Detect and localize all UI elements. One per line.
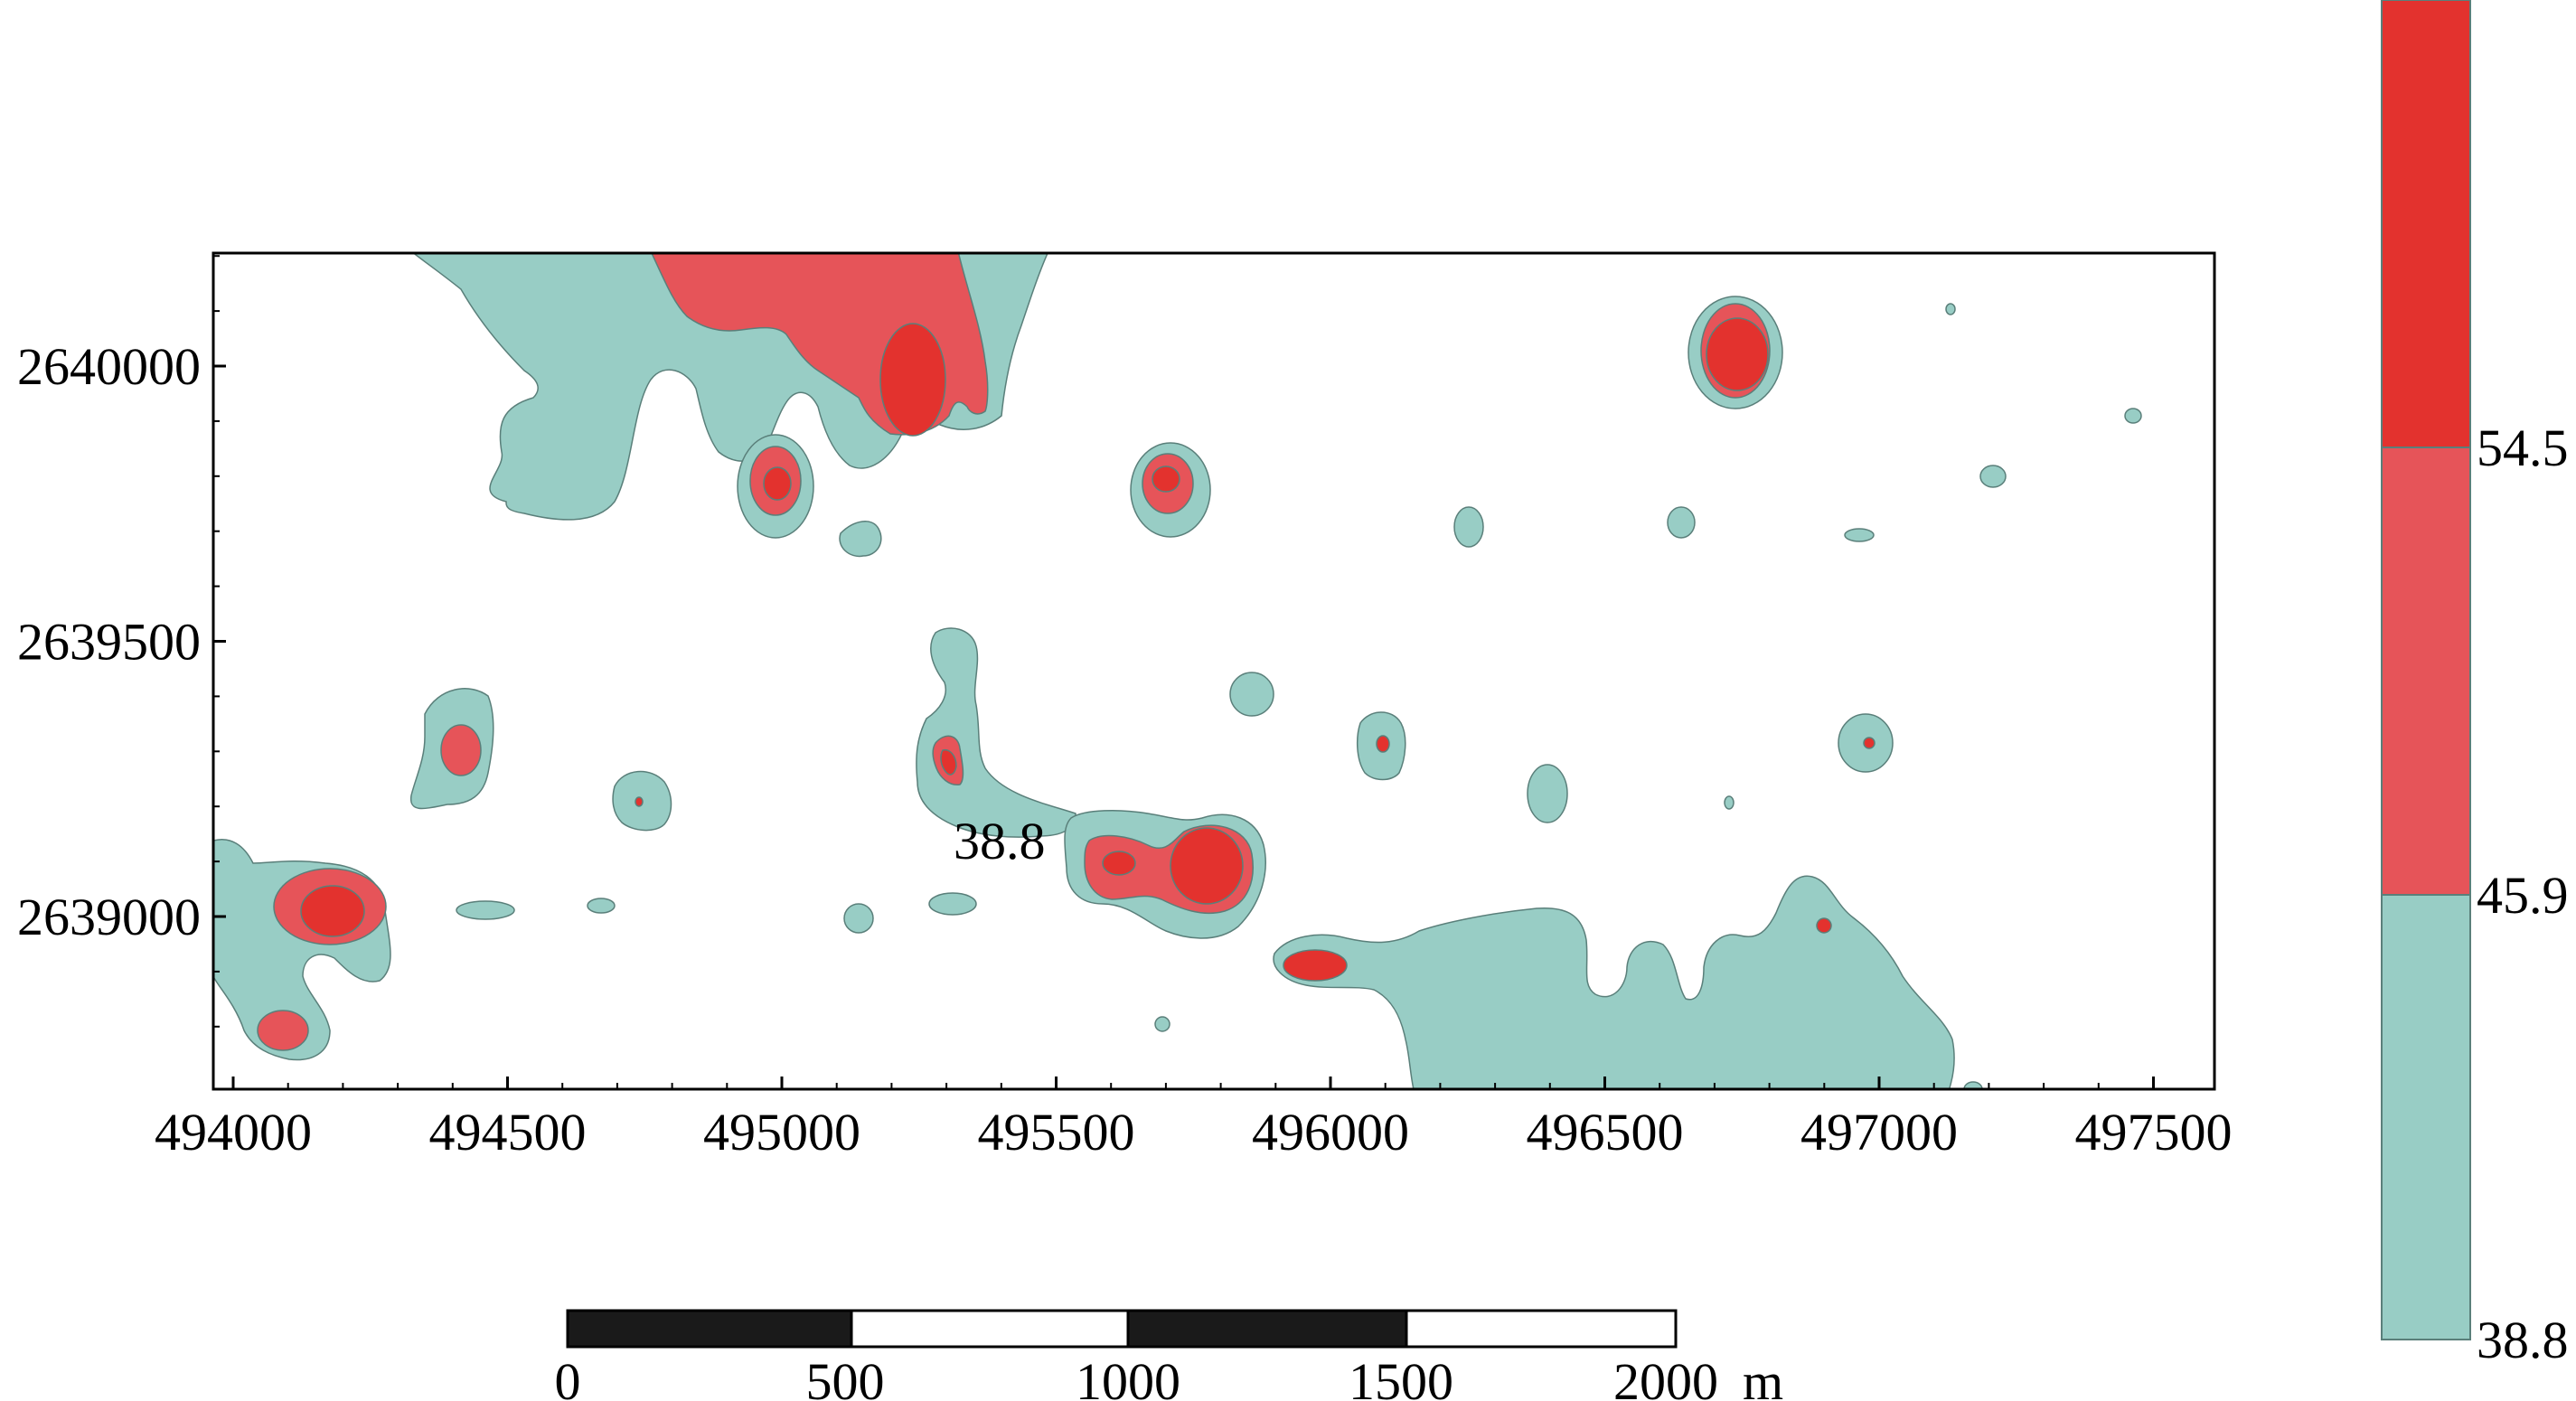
anomaly-small-4 — [1979, 465, 2007, 488]
legend-label-45-9: 45.9 — [2477, 866, 2569, 925]
x-tick-label: 496000 — [1252, 1103, 1409, 1161]
anomaly-small-7 — [456, 900, 515, 920]
scale-segment-500-1000 — [850, 1309, 1130, 1349]
anomaly-small-13 — [1154, 1016, 1170, 1032]
color-legend: 54.5 45.9 38.8 — [2381, 0, 2569, 1369]
anomaly-496680-core — [1706, 317, 1769, 391]
anomaly-496050-core — [1376, 735, 1390, 753]
anomaly-small-12 — [1527, 764, 1568, 823]
x-axis: 494000 494500 495000 495500 496000 496500 4970… — [155, 1077, 2233, 1161]
anomaly-495250-low — [916, 627, 1076, 838]
anomaly-small-3 — [1844, 528, 1875, 542]
scale-label-1500: 1500 — [1349, 1352, 1453, 1401]
scale-label-2000: 2000 — [1613, 1352, 1718, 1401]
x-tick-label: 495500 — [978, 1103, 1135, 1161]
anomaly-495720-core — [1170, 827, 1244, 905]
anomaly-small-10 — [928, 892, 977, 916]
legend-label-54-5: 54.5 — [2477, 418, 2569, 477]
legend-swatch-low — [2381, 894, 2471, 1340]
legend-label-38-8: 38.8 — [2477, 1311, 2569, 1369]
anomaly-494030-mid — [257, 1010, 309, 1051]
scale-bar: 0 500 1000 1500 2000 m — [555, 1309, 1783, 1401]
x-tick-label: 494000 — [155, 1103, 312, 1161]
scale-segment-1000-1500 — [1126, 1309, 1408, 1349]
anomaly-494100-core — [300, 885, 365, 937]
anomaly-top-left-core — [879, 323, 946, 437]
x-tick-label: 496500 — [1527, 1103, 1684, 1161]
anomaly-small-8 — [587, 898, 616, 914]
x-tick-label: 494500 — [429, 1103, 587, 1161]
scale-segment-0-500 — [566, 1309, 853, 1349]
anomaly-small-15 — [1963, 1081, 1983, 1089]
anomaly-small-2 — [1667, 506, 1696, 539]
scale-label-500: 500 — [806, 1352, 885, 1401]
y-tick-label: 2639500 — [17, 613, 201, 672]
anomaly-495900-mid — [1283, 949, 1348, 982]
scale-label-0: 0 — [555, 1352, 581, 1401]
anomaly-bottom-low — [1273, 875, 1955, 1089]
x-tick-label: 497500 — [2075, 1103, 2233, 1161]
y-tick-label: 2639000 — [17, 888, 201, 946]
anomaly-494680-core — [635, 796, 644, 807]
scale-segment-1500-2000 — [1405, 1309, 1678, 1349]
anomaly-496920-core — [1863, 737, 1876, 749]
anomaly-small-6 — [1945, 303, 1956, 315]
scale-label-1000: 1000 — [1076, 1352, 1180, 1401]
y-axis: 2640000 2639500 2639000 — [17, 255, 226, 1028]
anomaly-495000-low-small — [839, 521, 882, 558]
anomaly-496850-core — [1816, 917, 1832, 934]
legend-swatch-high — [2381, 0, 2471, 448]
x-tick-label: 495000 — [703, 1103, 860, 1161]
anomaly-small-9 — [843, 903, 874, 934]
plot-frame — [212, 251, 2216, 1091]
legend-swatch-mid — [2381, 447, 2471, 896]
y-tick-label: 2640000 — [17, 337, 201, 396]
x-tick-label: 497000 — [1800, 1103, 1958, 1161]
anomaly-494950-core — [763, 466, 792, 501]
anomaly-small-14 — [1724, 795, 1735, 810]
anomaly-small-11 — [1229, 672, 1274, 717]
anomaly-495250-core — [940, 748, 957, 776]
contour-plot-area — [213, 253, 2142, 1089]
anomaly-495650-core — [1152, 465, 1180, 493]
anomaly-495560-core — [1102, 851, 1136, 876]
contour-label: 38.8 — [954, 812, 1046, 870]
anomaly-small-1 — [1453, 506, 1484, 548]
anomaly-small-5 — [2124, 408, 2142, 424]
anomaly-494350-mid — [440, 724, 482, 776]
scale-unit: m — [1743, 1352, 1783, 1401]
